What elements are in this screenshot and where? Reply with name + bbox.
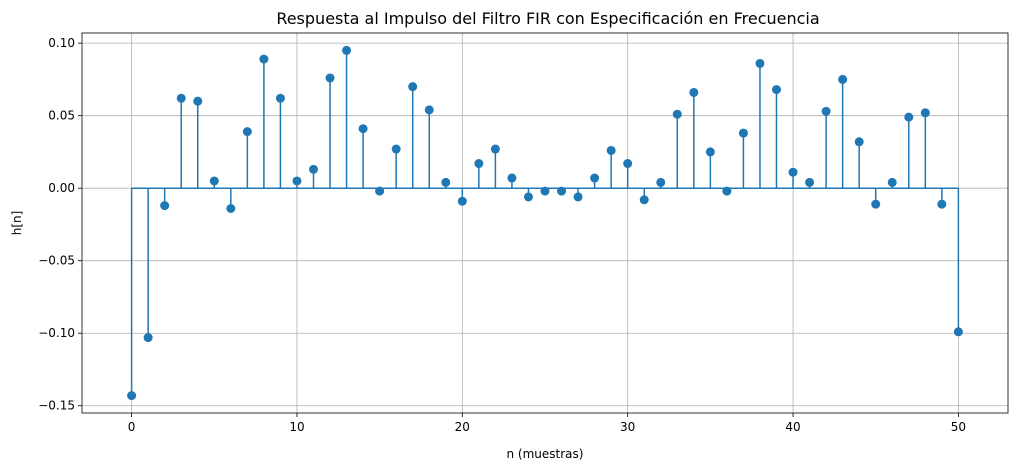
stem-marker: [606, 145, 616, 155]
x-tick-label: 50: [951, 420, 966, 434]
stem-marker: [275, 93, 285, 103]
y-tick-label: −0.10: [38, 326, 75, 340]
stem-marker: [805, 177, 815, 187]
grid: [82, 33, 1008, 413]
stem-marker: [887, 177, 897, 187]
chart-title: Respuesta al Impulso del Filtro FIR con …: [276, 9, 819, 28]
stem-marker: [193, 96, 203, 106]
stem-marker: [540, 186, 550, 196]
y-tick-label: 0.10: [48, 36, 75, 50]
stem-marker: [209, 176, 219, 186]
stem-marker: [854, 137, 864, 147]
y-tick-label: 0.00: [48, 181, 75, 195]
stem-marker: [342, 45, 352, 55]
stem-marker: [871, 199, 881, 209]
stem-marker: [325, 73, 335, 83]
stem-marker: [689, 87, 699, 97]
stem-marker: [672, 109, 682, 119]
x-tick-label: 30: [620, 420, 635, 434]
y-axis-ticks: −0.15 −0.10 −0.05 0.00 0.05 0.10: [38, 36, 82, 413]
stem-marker: [375, 186, 385, 196]
stem-marker: [127, 391, 137, 401]
stem-marker: [953, 327, 963, 337]
y-tick-label: −0.15: [38, 399, 75, 413]
stem-marker: [259, 54, 269, 64]
stem-marker: [490, 144, 500, 154]
stem-marker: [474, 159, 484, 169]
stem-marker: [226, 203, 236, 213]
stem-marker: [838, 74, 848, 84]
stem-marker: [176, 93, 186, 103]
stem-marker: [772, 85, 781, 95]
stem-marker: [722, 186, 732, 196]
stem-marker: [738, 128, 748, 138]
stem-marker: [590, 173, 600, 183]
stem-marker: [656, 177, 666, 187]
stem-marker: [309, 164, 318, 174]
stem-marker: [523, 192, 533, 202]
stem-marker: [292, 176, 302, 186]
stem-markers: [127, 45, 963, 401]
y-axis-label: h[n]: [10, 211, 24, 236]
stem-marker: [160, 201, 170, 211]
stem-marker: [441, 177, 451, 187]
stem-marker: [358, 124, 368, 134]
stem-marker: [408, 82, 418, 92]
y-tick-label: 0.05: [48, 109, 75, 123]
stem-marker: [557, 186, 567, 196]
stem-marker: [573, 192, 583, 202]
plot-frame: [81, 32, 1009, 414]
stem-marker: [821, 106, 831, 116]
x-tick-label: 0: [128, 420, 136, 434]
stem-lines: [130, 50, 960, 396]
stem-marker: [242, 127, 252, 137]
x-axis-label: n (muestras): [507, 447, 584, 461]
stem-marker: [920, 108, 930, 118]
x-tick-label: 10: [289, 420, 304, 434]
stem-marker: [424, 105, 434, 115]
stem-marker: [391, 144, 401, 154]
stem-marker: [143, 333, 153, 343]
y-tick-label: −0.05: [38, 254, 75, 268]
stem-marker: [937, 199, 947, 209]
stem-marker: [507, 173, 517, 183]
stem-marker: [639, 195, 649, 205]
stem-marker: [755, 58, 765, 68]
stem-marker: [705, 147, 715, 157]
stem-marker: [457, 196, 467, 206]
x-axis-ticks: 0 10 20 30 40 50: [128, 413, 966, 434]
stem-marker: [623, 159, 633, 169]
stem-marker: [904, 112, 914, 122]
x-tick-label: 20: [455, 420, 470, 434]
x-tick-label: 40: [785, 420, 800, 434]
stem-marker: [788, 167, 798, 177]
